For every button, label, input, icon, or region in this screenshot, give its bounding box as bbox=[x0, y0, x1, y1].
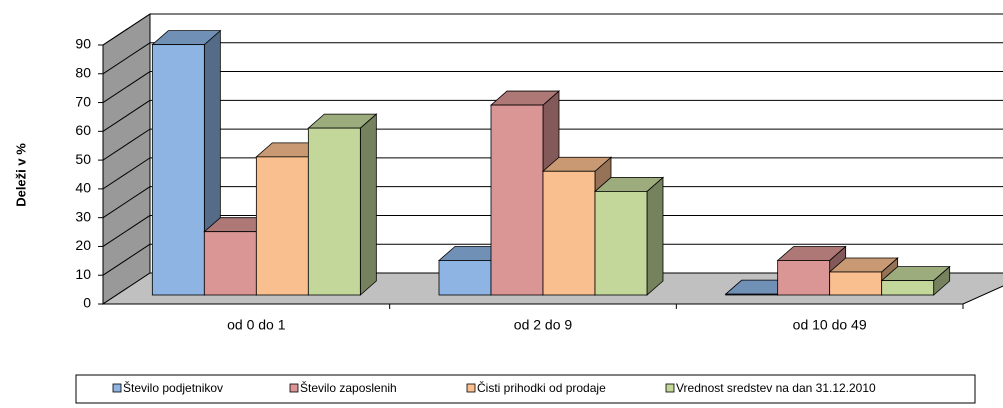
grid-line bbox=[102, 243, 151, 276]
x-tick-label: od 0 do 1 bbox=[227, 317, 286, 333]
y-tick-label: 30 bbox=[75, 208, 91, 224]
side-wall bbox=[102, 13, 151, 305]
grid-line bbox=[102, 215, 151, 247]
grid-line bbox=[102, 42, 151, 75]
grid-line bbox=[102, 128, 151, 161]
legend-label: Število podjetnikov bbox=[123, 380, 223, 395]
x-tick-label: od 10 do 49 bbox=[793, 317, 867, 333]
y-tick-label: 60 bbox=[75, 122, 91, 138]
grid-line bbox=[102, 99, 151, 132]
bar bbox=[438, 260, 492, 296]
bar bbox=[542, 170, 596, 296]
legend-label: Število zaposlenih bbox=[300, 380, 397, 395]
bar bbox=[829, 271, 883, 296]
bar bbox=[594, 190, 648, 296]
y-tick-label: 0 bbox=[83, 295, 91, 311]
legend-swatch bbox=[466, 383, 476, 393]
bar bbox=[881, 280, 935, 296]
legend-swatch bbox=[289, 383, 299, 393]
grid-line bbox=[102, 13, 151, 46]
y-tick-label: 80 bbox=[75, 64, 91, 80]
y-axis-title: Deleži v % bbox=[13, 143, 28, 207]
bar-side bbox=[359, 113, 377, 296]
y-tick-label: 50 bbox=[75, 151, 91, 167]
bar bbox=[777, 260, 831, 296]
bar bbox=[307, 127, 361, 296]
bar bbox=[151, 44, 205, 296]
grid-line bbox=[102, 71, 151, 103]
bar-side bbox=[646, 176, 664, 296]
legend-swatch bbox=[665, 383, 675, 393]
y-tick-label: 10 bbox=[75, 266, 91, 282]
bar bbox=[490, 104, 544, 296]
legend-box bbox=[75, 374, 976, 404]
bar bbox=[203, 231, 257, 296]
x-tick-label: od 2 do 9 bbox=[514, 317, 573, 333]
y-tick-label: 20 bbox=[75, 237, 91, 253]
grid-line bbox=[102, 186, 151, 219]
bar bbox=[255, 156, 309, 296]
bar bbox=[725, 293, 779, 296]
legend-label: Vrednost sredstev na dan 31.12.2010 bbox=[676, 381, 876, 395]
grid-line bbox=[102, 157, 151, 190]
y-tick-label: 90 bbox=[75, 36, 91, 52]
y-tick-label: 70 bbox=[75, 93, 91, 109]
legend-swatch bbox=[112, 383, 122, 393]
legend-label: Čisti prihodki od prodaje bbox=[477, 380, 606, 395]
y-tick-label: 40 bbox=[75, 180, 91, 196]
